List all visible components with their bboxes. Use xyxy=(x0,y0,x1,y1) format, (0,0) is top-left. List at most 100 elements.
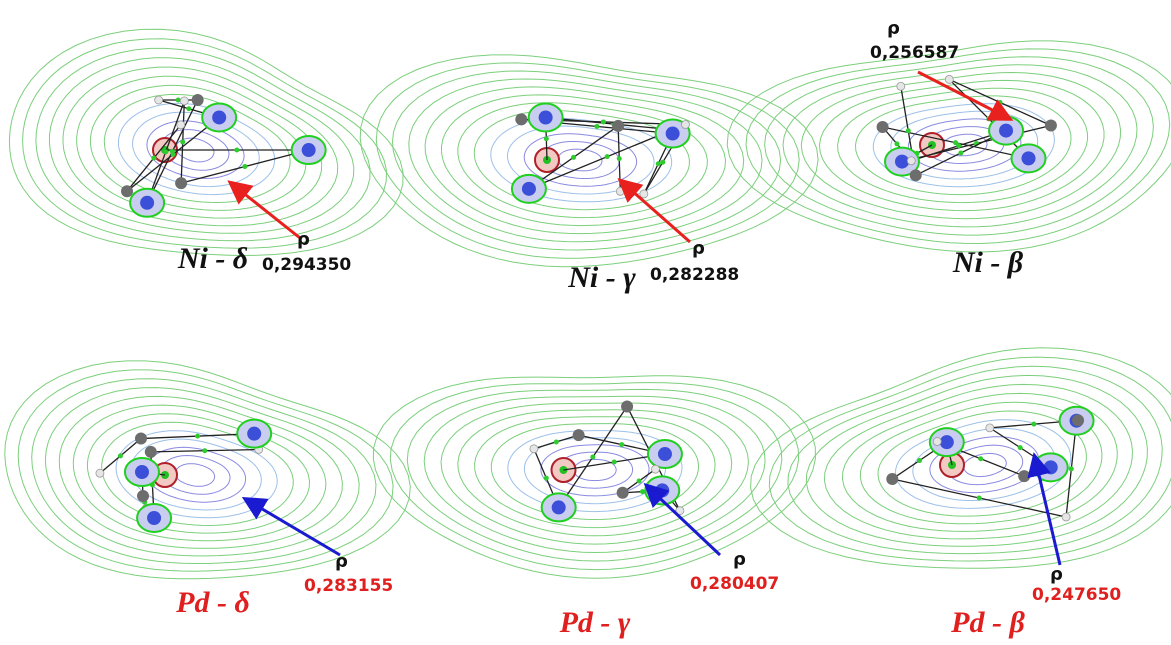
n-atom xyxy=(147,511,161,525)
c-atom xyxy=(137,490,149,502)
panel: Ni - β ρ 0,256587 xyxy=(727,18,1171,279)
h-atom xyxy=(986,424,994,432)
bond-point xyxy=(151,156,156,161)
bond-point xyxy=(176,97,181,102)
contour xyxy=(820,80,1105,210)
contour xyxy=(441,403,748,544)
c-atom xyxy=(145,446,157,458)
contour xyxy=(32,379,376,564)
n-atom xyxy=(940,435,954,449)
bond-point xyxy=(894,141,899,146)
n-atom xyxy=(895,155,909,169)
h-atom xyxy=(530,445,538,453)
h-atom xyxy=(933,437,941,445)
rho-value: 0,280407 xyxy=(690,574,779,594)
c-atom xyxy=(515,113,527,125)
contour xyxy=(45,388,359,556)
bond-point xyxy=(1031,422,1036,427)
arrow xyxy=(247,500,340,555)
n-atom xyxy=(539,110,553,124)
n-atom xyxy=(247,427,261,441)
rho-symbol: ρ xyxy=(887,18,900,39)
h-atom xyxy=(177,121,185,129)
bond-point xyxy=(958,150,963,155)
n-atom xyxy=(522,182,536,196)
bond-point xyxy=(617,156,622,161)
bond-point xyxy=(1018,445,1023,450)
c-atom xyxy=(621,400,633,412)
h-atom xyxy=(681,120,689,128)
panel-label: Pd - γ xyxy=(559,606,631,639)
panel-label: Pd - β xyxy=(950,606,1025,639)
bond-point xyxy=(171,152,176,157)
n-atom xyxy=(212,110,226,124)
n-atom xyxy=(1044,460,1058,474)
n-atom xyxy=(135,465,149,479)
bond-point xyxy=(590,454,595,459)
bond-point xyxy=(594,124,599,129)
bond-point xyxy=(118,453,123,458)
bond-point xyxy=(186,106,191,111)
rho-symbol: ρ xyxy=(733,549,746,570)
bond-point xyxy=(163,149,168,154)
contour xyxy=(524,438,665,504)
bond-point xyxy=(202,448,207,453)
bond-point xyxy=(242,164,247,169)
bond-point xyxy=(977,495,982,500)
h-atom xyxy=(616,187,624,195)
bond-point xyxy=(1069,466,1074,471)
n-atom xyxy=(666,127,680,141)
rho-value: 0,247650 xyxy=(1032,585,1121,605)
panel-label: Ni - β xyxy=(952,246,1024,279)
c-atom xyxy=(573,429,585,441)
c-atom xyxy=(192,94,204,106)
bond-point xyxy=(656,161,661,166)
h-atom xyxy=(180,97,188,105)
bond-point xyxy=(601,119,606,124)
c-atom xyxy=(612,120,624,132)
rho-value: 0,294350 xyxy=(262,255,351,275)
contour xyxy=(118,103,274,194)
contour xyxy=(360,55,818,267)
n-atom xyxy=(302,143,316,157)
rho-symbol: ρ xyxy=(692,238,705,259)
c-atom xyxy=(877,121,889,133)
bond-point xyxy=(571,155,576,160)
contour xyxy=(458,410,732,536)
c-atom xyxy=(121,185,133,197)
h-atom xyxy=(897,82,905,90)
contour xyxy=(373,376,815,579)
bond-point xyxy=(605,154,610,159)
bond-point xyxy=(978,456,983,461)
h-atom xyxy=(907,157,915,165)
panel: Ni - γρ0,282288 xyxy=(360,55,818,294)
bond-point xyxy=(986,116,991,121)
c-atom xyxy=(910,169,922,181)
h-atom xyxy=(640,190,648,198)
bond-point xyxy=(956,143,961,148)
bond-point xyxy=(544,136,549,141)
bond-point xyxy=(619,442,624,447)
c-atom xyxy=(617,487,629,499)
contour xyxy=(856,96,1072,195)
bond-point xyxy=(180,139,185,144)
panel: Pd - βρ0,247650 xyxy=(751,348,1171,639)
bond-point xyxy=(660,160,665,165)
n-atom xyxy=(658,447,672,461)
c-atom xyxy=(1018,470,1030,482)
bond-point xyxy=(637,478,642,483)
c-atom xyxy=(1072,414,1084,426)
panel-label: Ni - γ xyxy=(567,261,636,294)
panel: Ni - δρ0,294350 xyxy=(9,29,403,275)
bond-point xyxy=(612,460,617,465)
bond-point xyxy=(640,489,645,494)
h-atom xyxy=(96,469,104,477)
bond-point xyxy=(998,100,1003,105)
panel-label: Pd - δ xyxy=(175,586,250,619)
contour xyxy=(175,464,214,487)
c-atom xyxy=(175,177,187,189)
rho-value: 0,256587 xyxy=(870,43,959,63)
rho-symbol: ρ xyxy=(297,229,310,250)
rho-symbol: ρ xyxy=(335,551,348,572)
n-atom xyxy=(999,124,1013,138)
